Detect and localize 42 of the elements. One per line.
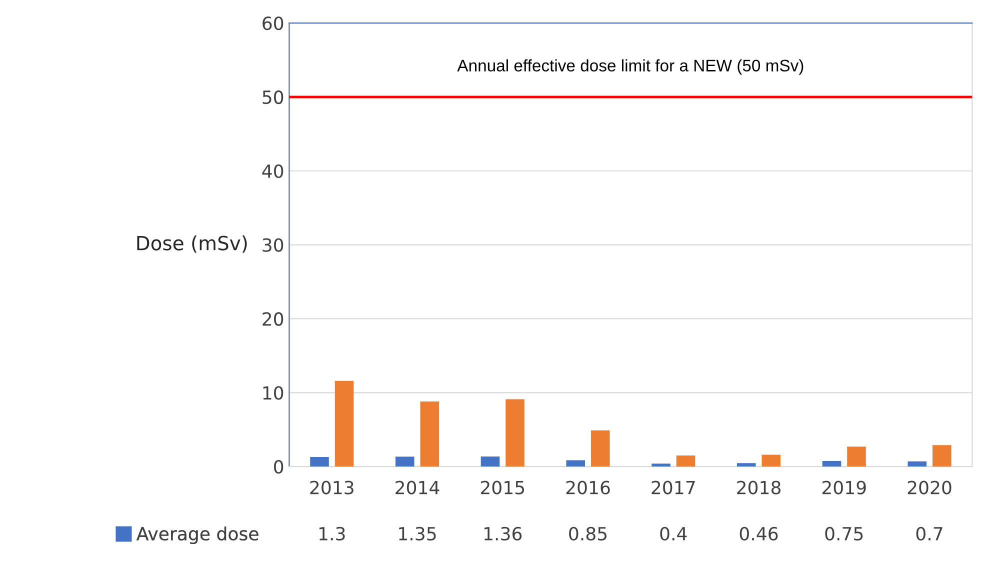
bar xyxy=(932,445,952,467)
bar xyxy=(908,461,927,467)
legend-label: Average dose xyxy=(136,526,258,544)
bar xyxy=(566,460,586,467)
y-tick-label: 50 xyxy=(262,90,284,104)
data-label: 1.36 xyxy=(484,526,522,541)
x-tick-label: 2016 xyxy=(566,480,610,494)
x-tick-label: 2018 xyxy=(737,480,780,494)
y-tick-label: 30 xyxy=(262,238,284,252)
x-tick-label: 2014 xyxy=(396,480,440,494)
ref-line-label: Annual effective dose limit for a NEW (50 mSv) xyxy=(457,59,804,75)
data-label: 0.46 xyxy=(740,526,778,541)
y-tick-label: 60 xyxy=(262,16,284,30)
y-tick-label: 40 xyxy=(262,164,284,178)
bar xyxy=(736,463,756,467)
x-tick-label: 2013 xyxy=(310,480,354,494)
data-label: 0.4 xyxy=(660,526,687,541)
x-tick-label: 2020 xyxy=(908,480,952,494)
x-tick-label: 2017 xyxy=(652,480,695,494)
bar xyxy=(822,461,842,467)
data-label: 0.7 xyxy=(916,526,942,541)
bar xyxy=(506,399,524,467)
x-tick-label: 2015 xyxy=(480,480,524,494)
bar xyxy=(334,380,354,467)
y-axis-title: Dose (mSv) xyxy=(137,235,247,253)
y-tick-label: 10 xyxy=(263,386,284,400)
bar xyxy=(310,456,329,467)
data-label: 1.35 xyxy=(399,526,436,541)
data-label: 1.3 xyxy=(320,526,345,541)
x-tick-label: 2019 xyxy=(822,480,866,494)
bar xyxy=(847,446,866,467)
bar xyxy=(420,402,440,467)
y-tick-label: 20 xyxy=(262,312,284,326)
bar xyxy=(652,464,670,467)
y-tick-label: 0 xyxy=(274,460,284,474)
bar xyxy=(480,456,500,467)
bar xyxy=(762,454,781,467)
bar xyxy=(676,455,696,467)
bar xyxy=(590,430,610,467)
bar xyxy=(395,456,414,467)
data-label: 0.75 xyxy=(825,526,863,541)
data-label: 0.85 xyxy=(569,526,607,541)
